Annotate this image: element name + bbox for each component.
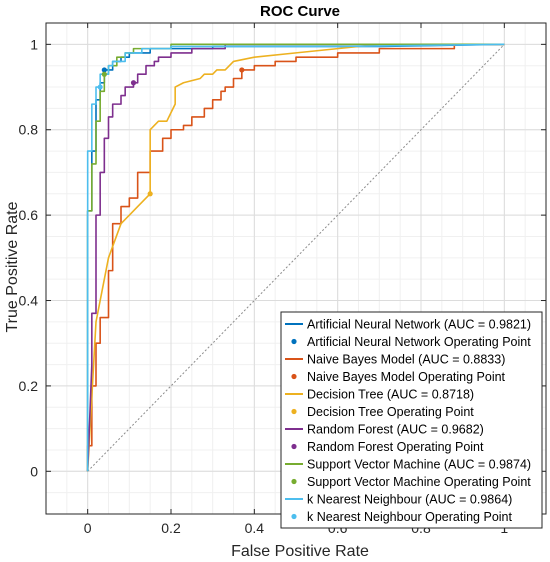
operating-point-5: [97, 84, 103, 90]
legend-entry-label: Naive Bayes Model (AUC = 0.8833): [307, 353, 505, 367]
roc-series-2: [86, 43, 505, 472]
x-axis-title: False Positive Rate: [231, 543, 369, 560]
legend-dot-swatch: [291, 338, 297, 345]
y-tick-label: 0.8: [19, 122, 39, 138]
x-tick-label: 0: [84, 520, 92, 536]
legend-entry-label: Random Forest (AUC = 0.9682): [307, 423, 484, 437]
legend-dot-swatch: [291, 513, 297, 520]
chart-title: ROC Curve: [260, 3, 340, 20]
series-group: [86, 43, 505, 472]
legend-entry-label: k Nearest Neighbour Operating Point: [307, 510, 513, 524]
x-tick-label: 0.4: [245, 520, 265, 536]
y-tick-label: 0: [30, 463, 38, 479]
legend-entry-label: Decision Tree (AUC = 0.8718): [307, 388, 474, 402]
legend-entry-label: Support Vector Machine Operating Point: [307, 475, 531, 489]
legend-box: [280, 311, 543, 529]
chance-line: [87, 43, 505, 472]
operating-point-1: [239, 67, 245, 73]
y-ticks: 0 0.2 0.4 0.6 0.8 1: [19, 36, 546, 479]
operating-point-0: [101, 67, 107, 73]
legend-dot-swatch: [291, 478, 297, 485]
operating-point-3: [130, 80, 137, 86]
legend-entry-label: Support Vector Machine (AUC = 0.9874): [307, 458, 531, 472]
operating-point-2: [147, 191, 153, 197]
y-tick-label: 1: [30, 36, 38, 52]
legend-dot-swatch: [291, 443, 297, 450]
legend-dot-swatch: [291, 373, 297, 380]
legend: Artificial Neural Network (AUC = 0.9821)…: [280, 311, 543, 529]
y-axis-title: True Positive Rate: [4, 201, 21, 332]
legend-entry-label: Decision Tree Operating Point: [307, 405, 474, 419]
legend-dot-swatch: [291, 408, 297, 415]
legend-entry-label: Random Forest Operating Point: [307, 440, 484, 454]
y-tick-label: 0.2: [19, 378, 39, 394]
legend-entry-label: Artificial Neural Network Operating Poin…: [307, 335, 531, 349]
y-tick-label: 0.4: [19, 293, 39, 309]
legend-entry-label: k Nearest Neighbour (AUC = 0.9864): [307, 493, 512, 507]
roc-series-3: [86, 43, 505, 472]
legend-entry-label: Naive Bayes Model Operating Point: [307, 370, 506, 384]
x-tick-label: 0.2: [161, 520, 181, 536]
legend-entry-label: Artificial Neural Network (AUC = 0.9821): [307, 318, 531, 332]
y-tick-label: 0.6: [19, 207, 39, 223]
roc-series-5: [86, 43, 505, 472]
operating-point-4: [101, 71, 107, 77]
roc-series-1: [86, 43, 505, 472]
